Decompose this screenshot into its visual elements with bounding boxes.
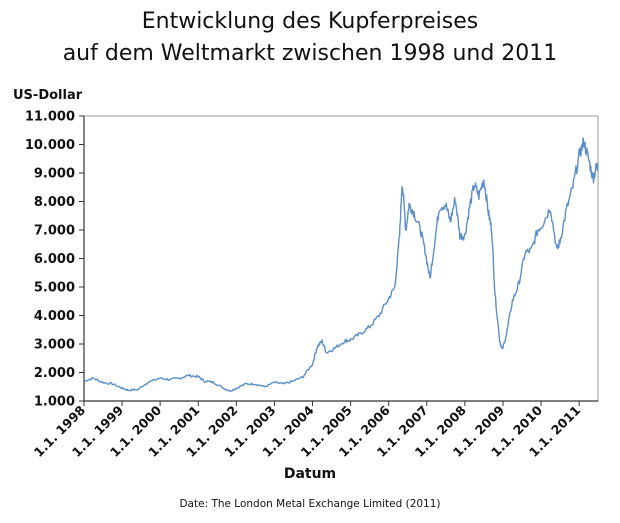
y-tick-label: 2.000 [34, 366, 75, 381]
y-axis-label: US-Dollar [13, 88, 83, 103]
y-tick-label: 9.000 [34, 167, 75, 182]
x-axis-label: Datum [283, 466, 337, 482]
chart-axes [79, 115, 599, 406]
chart-title-line-1: Entwicklung des Kupferpreises [141, 9, 479, 34]
y-tick-label: 8.000 [34, 195, 75, 210]
y-tick-label: 4.000 [34, 309, 75, 324]
plot-area [83, 115, 599, 402]
y-tick-label: 7.000 [34, 224, 75, 239]
y-tick-label: 1.000 [34, 395, 75, 410]
y-tick-label: 3.000 [34, 338, 75, 353]
y-tick-label: 5.000 [34, 281, 75, 296]
source-note: Date: The London Metal Exchange Limited … [179, 498, 441, 510]
y-tick-labels: 1.000 2.000 3.000 4.000 5.000 6.000 7.000 8.000… [25, 110, 75, 410]
series-line-0 [83, 137, 599, 392]
y-tick-label: 11.000 [25, 110, 75, 125]
chart-title: Entwicklung des Kupferpreises auf dem We… [0, 6, 620, 70]
y-tick-label: 10.000 [25, 138, 75, 153]
y-tick-label: 6.000 [34, 252, 75, 267]
series-layer [83, 137, 599, 392]
chart-title-line-2: auf dem Weltmarkt zwischen 1998 und 2011 [62, 41, 558, 66]
